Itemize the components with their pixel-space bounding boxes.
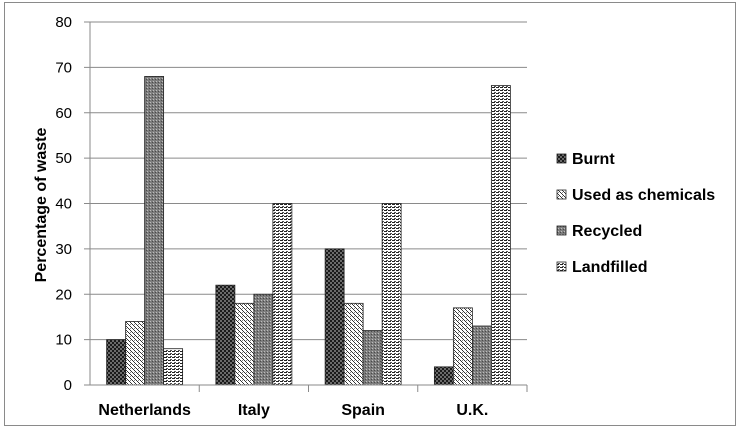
x-category-labels: Netherlands Italy Spain U.K.: [98, 402, 488, 419]
bar-landfilled-spain: [381, 203, 402, 386]
bar-landfilled-italy: [272, 203, 293, 386]
legend-swatch: [556, 261, 567, 272]
y-tick-label: 60: [55, 105, 72, 122]
y-tick-label: 10: [55, 332, 72, 349]
legend-swatch: [556, 225, 567, 236]
x-category-label: U.K.: [456, 402, 488, 419]
y-tick-label: 20: [55, 286, 72, 303]
x-category-label: Netherlands: [98, 402, 191, 419]
bar-burnt-netherlands: [106, 339, 127, 386]
legend-label: Recycled: [572, 223, 642, 240]
bar-burnt-italy: [215, 284, 236, 386]
bar-recycled-u-k-: [471, 325, 492, 386]
legend-swatch: [556, 153, 567, 164]
bar-landfilled-netherlands: [163, 348, 184, 386]
bar-used-as-chemicals-italy: [234, 302, 255, 386]
y-axis-label: Percentage of waste: [33, 128, 50, 283]
y-tick-label: 40: [55, 196, 72, 213]
x-category-label: Italy: [238, 402, 270, 419]
bar-burnt-spain: [324, 248, 345, 386]
bar-landfilled-u-k-: [490, 85, 511, 386]
y-tick-label: 50: [55, 150, 72, 167]
bar-recycled-spain: [362, 330, 383, 386]
legend: Burnt Used as chemicals Recycled Landfilled: [556, 151, 715, 276]
axes: [84, 21, 528, 392]
y-tick-label: 0: [64, 377, 72, 394]
bars: [106, 76, 511, 386]
y-tick-label: 80: [55, 14, 72, 31]
legend-swatch: [556, 189, 567, 200]
bar-used-as-chemicals-u-k-: [452, 307, 473, 386]
legend-label: Burnt: [572, 151, 615, 168]
legend-label: Used as chemicals: [572, 187, 715, 204]
y-tick-label: 30: [55, 241, 72, 258]
y-tick-label: 70: [55, 59, 72, 76]
bar-burnt-u-k-: [433, 366, 454, 386]
y-tick-labels: 0 10 20 30 40 50 60 70 80: [55, 14, 72, 394]
bar-used-as-chemicals-spain: [343, 302, 364, 386]
x-category-label: Spain: [341, 402, 385, 419]
bar-used-as-chemicals-netherlands: [125, 321, 146, 386]
legend-label: Landfilled: [572, 259, 648, 276]
bar-recycled-italy: [253, 293, 274, 386]
bar-recycled-netherlands: [144, 76, 165, 386]
